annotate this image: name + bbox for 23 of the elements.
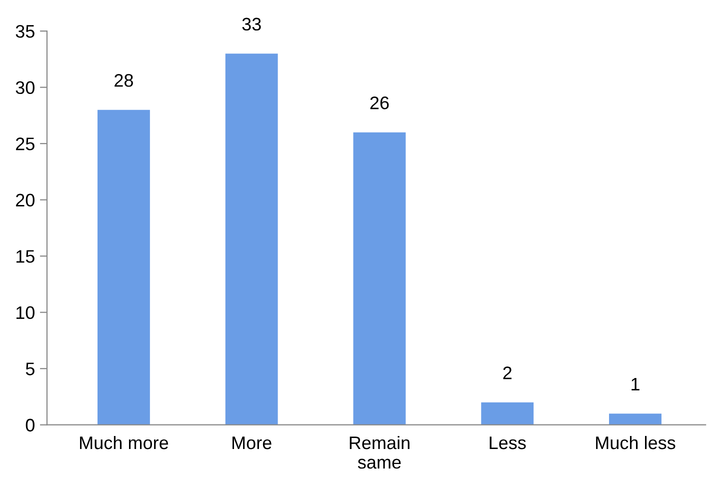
y-tick-label: 10 [16,306,34,320]
y-tick-label: 15 [16,250,34,263]
bar [353,132,406,425]
y-tick-label: 0 [26,418,34,432]
bar [225,54,278,425]
data-label: 2 [503,366,512,380]
y-tick-label: 20 [16,194,34,207]
y-tick-label: 25 [16,138,34,150]
x-tick-label: More [232,436,272,450]
y-tick-label: 5 [26,362,34,376]
x-tick-label: Remain same [350,436,410,469]
y-tick-label: 30 [16,81,34,94]
y-tick-label: 35 [16,24,34,38]
data-label: 33 [242,18,261,31]
data-label: 26 [370,96,389,110]
x-tick-label: Much less [596,436,676,450]
data-label: 1 [632,378,640,390]
data-label: 28 [114,74,133,87]
x-tick-label: Much more [80,436,168,450]
bar [481,402,534,425]
bar [609,414,662,425]
bar [98,110,150,425]
x-tick-label: Less [490,436,526,450]
